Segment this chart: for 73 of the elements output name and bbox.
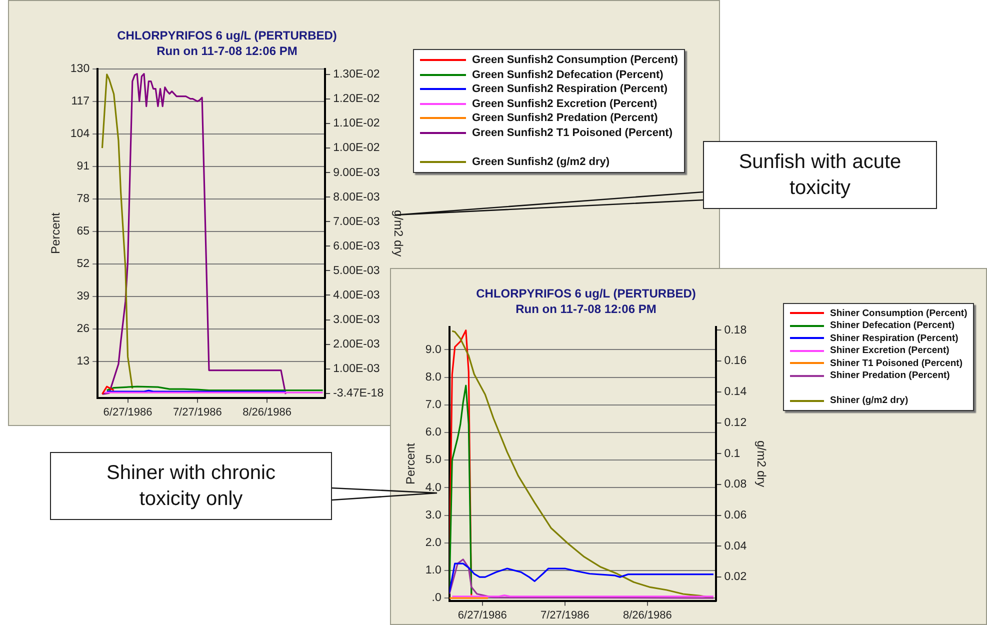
y2-tick-label: -3.47E-18 [333, 388, 384, 400]
y2-tick-label: 1.10E-02 [333, 118, 380, 130]
y2-axis-title: g/m2 dry [754, 440, 768, 488]
y2-tick-label: 1.30E-02 [333, 68, 380, 81]
y2-tick-label: 0.1 [724, 448, 740, 460]
y2-tick-label: 2.00E-03 [333, 338, 380, 350]
legend-label: Shiner Consumption (Percent) [830, 308, 968, 319]
y2-tick-label: 0.12 [724, 416, 747, 429]
x-tick-label: 6/27/1986 [458, 609, 507, 622]
y2-tick-label: 5.00E-03 [333, 264, 380, 277]
y-tick-label: 8.0 [425, 371, 442, 384]
legend-label: Green Sunfish2 (g/m2 dry) [472, 156, 610, 168]
legend-label: Shiner Defecation (Percent) [830, 320, 955, 332]
y2-tick-label: 1.00E-03 [333, 363, 380, 376]
y2-tick-label: 4.00E-03 [333, 289, 380, 302]
y-tick-label: 2.0 [425, 537, 442, 550]
x-tick-label: 7/27/1986 [540, 609, 590, 622]
text: Shiner with chronic toxicity only [50, 452, 332, 520]
chart-subtitle: Run on 11-7-08 12:06 PM [156, 44, 298, 58]
y-tick-label: 104 [70, 128, 90, 140]
y2-tick-label: 8.00E-03 [333, 191, 380, 204]
y2-tick-label: 0.02 [724, 571, 747, 584]
y-tick-label: 65 [76, 226, 90, 238]
text: Sunfish with acute toxicity [703, 141, 937, 209]
legend-label: Shiner (g/m2 dry) [830, 395, 908, 406]
y2-tick-label: 0.16 [724, 355, 747, 368]
legend-label: Green Sunfish2 Defecation (Percent) [472, 68, 664, 81]
legend-label: Green Sunfish2 Consumption (Percent) [472, 54, 678, 66]
y-tick-label: .0 [432, 592, 442, 604]
y-tick-label: 130 [70, 62, 90, 75]
y-tick-label: 26 [76, 323, 90, 336]
y-tick-label: 3.0 [425, 509, 442, 522]
y-tick-label: 4.0 [425, 482, 442, 494]
legend-label: Green Sunfish2 Excretion (Percent) [472, 98, 658, 110]
y-tick-label: 7.0 [425, 399, 442, 412]
y2-tick-label: 9.00E-03 [333, 166, 380, 179]
legend-label: Shiner Predation (Percent) [830, 370, 950, 382]
chart-title: CHLORPYRIFOS 6 ug/L (PERTURBED) [117, 28, 337, 43]
y-tick-label: 6.0 [425, 426, 442, 439]
legend-label: Green Sunfish2 T1 Poisoned (Percent) [472, 126, 672, 139]
y-tick-label: 91 [76, 160, 90, 173]
x-tick-label: 7/27/1986 [172, 406, 222, 418]
y-axis-title: Percent [48, 212, 63, 254]
y-tick-label: 1.0 [425, 564, 442, 577]
y-tick-label: 13 [76, 356, 90, 368]
x-tick-label: 8/26/1986 [622, 609, 672, 622]
y2-tick-label: 0.18 [724, 324, 747, 336]
y-tick-label: 52 [76, 258, 90, 270]
x-tick-label: 6/27/1986 [103, 406, 152, 418]
y2-tick-label: 0.08 [724, 478, 747, 491]
chart-title: CHLORPYRIFOS 6 ug/L (PERTURBED) [476, 286, 696, 301]
y-axis-title: Percent [404, 442, 418, 484]
y2-tick-label: 1.20E-02 [333, 93, 380, 106]
y2-tick-label: 0.06 [724, 510, 747, 522]
x-tick-label: 8/26/1986 [242, 406, 292, 418]
y2-tick-label: 1.00E-02 [333, 142, 380, 154]
y-tick-label: 5.0 [425, 454, 442, 466]
y-tick-label: 9.0 [425, 344, 442, 356]
y-tick-label: 117 [71, 95, 90, 108]
y2-axis-title: g/m2 dry [391, 210, 406, 257]
y2-tick-label: 0.04 [724, 540, 748, 552]
legend-label: Shiner T1 Poisoned (Percent) [830, 358, 962, 369]
legend-label: Shiner Respiration (Percent) [830, 332, 958, 344]
y2-tick-label: 6.00E-03 [333, 240, 380, 252]
legend-label: Green Sunfish2 Predation (Percent) [472, 112, 658, 124]
y2-tick-label: 7.00E-03 [333, 216, 380, 228]
legend-label: Green Sunfish2 Respiration (Percent) [472, 83, 668, 96]
y-tick-label: 39 [76, 290, 90, 303]
legend-label: Shiner Excretion (Percent) [830, 345, 950, 356]
y2-tick-label: 0.14 [724, 386, 748, 398]
chart-subtitle: Run on 11-7-08 12:06 PM [516, 302, 656, 316]
y2-tick-label: 3.00E-03 [333, 314, 380, 326]
y-tick-label: 78 [76, 193, 90, 206]
